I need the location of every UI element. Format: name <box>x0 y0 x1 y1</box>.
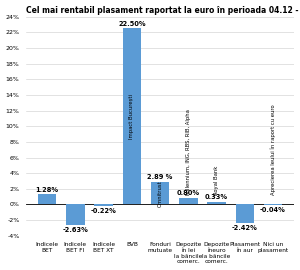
Text: Royal Bank: Royal Bank <box>214 166 219 195</box>
Text: Impact București: Impact București <box>129 94 134 139</box>
Bar <box>94 204 113 206</box>
Bar <box>207 202 226 204</box>
Bar <box>179 198 197 204</box>
Text: Aprecierea leului în raport cu euro: Aprecierea leului în raport cu euro <box>270 104 276 195</box>
Text: -2.42%: -2.42% <box>232 225 258 231</box>
Bar <box>236 204 254 224</box>
Text: Cel mai rentabil plasament raportat la euro în perioada 04.12 - 05.01.2010: Cel mai rentabil plasament raportat la e… <box>26 6 300 15</box>
Text: -2.63%: -2.63% <box>62 227 88 233</box>
Text: 1.28%: 1.28% <box>36 187 59 193</box>
Text: 2.89 %: 2.89 % <box>147 174 173 180</box>
Bar <box>151 182 169 204</box>
Text: -0.22%: -0.22% <box>91 208 117 214</box>
Text: 22.50%: 22.50% <box>118 21 146 26</box>
Bar <box>123 28 141 204</box>
Text: Millennium, ING, RBS, RIB, Alpha: Millennium, ING, RBS, RIB, Alpha <box>186 109 191 195</box>
Bar <box>38 194 56 204</box>
Text: 0.33%: 0.33% <box>205 194 228 200</box>
Text: 0.80%: 0.80% <box>177 190 200 196</box>
Bar <box>66 204 85 225</box>
Text: -0.04%: -0.04% <box>260 207 286 213</box>
Bar <box>264 204 282 205</box>
Text: Omnitrust: Omnitrust <box>158 180 163 207</box>
